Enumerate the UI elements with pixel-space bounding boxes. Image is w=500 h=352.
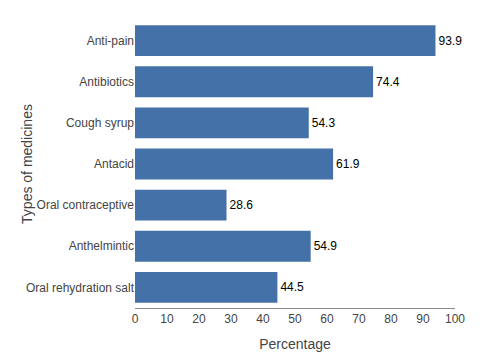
svg-text:54.9: 54.9 — [314, 239, 338, 253]
svg-text:Antacid: Antacid — [94, 157, 134, 171]
svg-text:Oral rehydration salt: Oral rehydration salt — [26, 281, 135, 295]
svg-text:50: 50 — [288, 312, 302, 326]
svg-text:61.9: 61.9 — [336, 157, 360, 171]
svg-text:10: 10 — [160, 312, 174, 326]
svg-text:Oral contraceptive: Oral contraceptive — [37, 198, 135, 212]
svg-text:Antibiotics: Antibiotics — [79, 75, 134, 89]
svg-text:44.5: 44.5 — [280, 280, 304, 294]
svg-text:30: 30 — [224, 312, 238, 326]
svg-text:Cough syrup: Cough syrup — [66, 116, 134, 130]
svg-text:100: 100 — [445, 312, 465, 326]
svg-text:0: 0 — [132, 312, 139, 326]
svg-text:90: 90 — [416, 312, 430, 326]
svg-text:74.4: 74.4 — [376, 75, 400, 89]
svg-text:Percentage: Percentage — [259, 336, 331, 352]
svg-text:70: 70 — [352, 312, 366, 326]
svg-text:Anti-pain: Anti-pain — [87, 34, 134, 48]
svg-text:28.6: 28.6 — [230, 198, 254, 212]
svg-text:80: 80 — [384, 312, 398, 326]
svg-text:40: 40 — [256, 312, 270, 326]
svg-text:54.3: 54.3 — [312, 116, 336, 130]
svg-text:Anthelmintic: Anthelmintic — [69, 239, 134, 253]
svg-text:60: 60 — [320, 312, 334, 326]
svg-text:Types of medicines: Types of medicines — [19, 104, 35, 224]
svg-text:93.9: 93.9 — [438, 34, 462, 48]
svg-text:20: 20 — [192, 312, 206, 326]
